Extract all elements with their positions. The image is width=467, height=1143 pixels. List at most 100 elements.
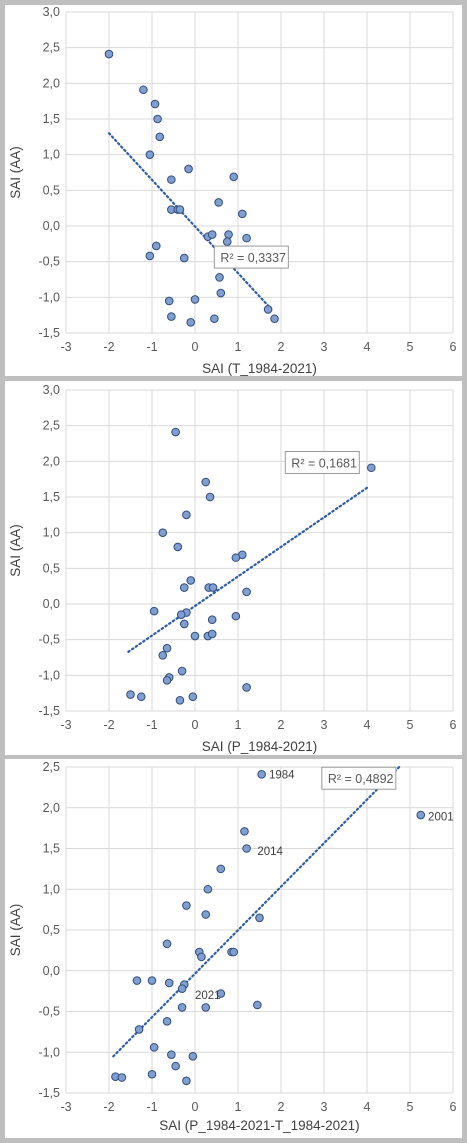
data-point: [201, 910, 211, 919]
x-tick-label: 0: [192, 340, 199, 354]
data-point: [173, 542, 183, 552]
data-point: [242, 587, 251, 597]
x-tick-label: -3: [60, 718, 71, 732]
data-point: [162, 1016, 172, 1026]
data-point: [367, 463, 376, 473]
r-squared-box: [284, 450, 360, 474]
data-point: [214, 198, 223, 207]
y-tick-label: 1,5: [43, 490, 60, 504]
x-tick-label: -2: [103, 1100, 114, 1114]
data-point: [270, 314, 279, 324]
data-point: [253, 1000, 262, 1010]
x-tick-label: 2: [278, 1100, 285, 1114]
data-point: [177, 984, 187, 993]
data-point: [145, 251, 155, 261]
y-tick-label: 0,0: [43, 964, 60, 978]
data-point: [184, 164, 193, 174]
data-point: [167, 312, 176, 321]
data-point: [177, 666, 187, 676]
x-tick-label: -3: [60, 340, 71, 354]
r-squared-label: R² = 0,4892: [328, 772, 394, 786]
y-tick-label: 1,0: [43, 882, 60, 896]
x-tick-label: -2: [103, 340, 114, 354]
x-tick-label: 0: [192, 1100, 199, 1114]
data-point: [167, 1050, 176, 1059]
y-axis-label: SAI (AA): [8, 524, 23, 577]
y-tick-label: -1,0: [38, 668, 60, 682]
data-point: [104, 49, 114, 59]
scatter-chart-1: -3 -2 -1 0 1 2 3 4 5 6 -1,5 -1,0 -0,5 0,0 0,5 1,0 1,5 2,0…: [5, 5, 462, 376]
data-point: [205, 492, 215, 502]
data-point: [182, 510, 191, 520]
data-point: [167, 175, 176, 184]
data-point: [216, 288, 226, 298]
data-point: [188, 692, 198, 702]
data-point: [229, 947, 238, 957]
x-axis-label: SAI (P_1984-2021-T_1984-2021): [159, 1118, 359, 1133]
data-point: [150, 99, 160, 109]
data-point: [179, 253, 189, 263]
data-point: [149, 1043, 159, 1052]
y-tick-label: 1,5: [43, 112, 60, 126]
data-point: [134, 1025, 144, 1034]
data-point: [164, 978, 174, 988]
x-tick-label: 5: [407, 340, 414, 354]
x-tick-label: 2: [278, 718, 285, 732]
data-point: [216, 989, 226, 998]
y-tick-label: 3,0: [43, 383, 60, 397]
data-point: [147, 976, 157, 985]
y-tick-label: -1,0: [38, 290, 60, 304]
y-tick-label: -1,5: [38, 1086, 60, 1100]
data-point: [162, 643, 172, 653]
data-point: [231, 611, 241, 621]
data-point: [263, 305, 273, 314]
x-axis-label: SAI (T_1984-2021): [202, 361, 317, 376]
x-tick-label: 4: [364, 1100, 371, 1114]
trendline: [112, 765, 401, 1058]
data-point: [145, 150, 155, 159]
data-point: [186, 576, 195, 585]
x-axis-label: SAI (P_1984-2021): [202, 739, 318, 754]
data-point: [175, 696, 185, 705]
data-point: [207, 230, 217, 239]
data-point: [175, 205, 185, 214]
x-tick-label: -1: [146, 718, 157, 732]
data-point: [242, 844, 251, 853]
data-point: [190, 295, 200, 304]
x-tick-label: 6: [450, 340, 457, 354]
data-point: [171, 1061, 180, 1071]
x-tick-label: 1: [235, 340, 242, 354]
data-point: [158, 528, 168, 537]
data-point: [188, 1052, 198, 1061]
data-point: [224, 230, 233, 239]
x-tick-label: 3: [321, 340, 328, 354]
y-tick-label: 0,0: [43, 597, 60, 611]
y-tick-label: 2,0: [43, 801, 60, 815]
data-point: [238, 209, 247, 219]
data-point: [176, 610, 186, 620]
trendline: [107, 132, 272, 310]
y-tick-label: 0,5: [43, 923, 60, 937]
y-tick-label: 2,0: [43, 454, 60, 468]
data-point: [231, 553, 241, 562]
x-tick-label: -3: [60, 1100, 71, 1114]
data-point: [182, 901, 191, 910]
x-tick-label: 3: [321, 1100, 328, 1114]
data-point: [257, 770, 266, 779]
y-tick-label: -0,5: [38, 255, 60, 269]
x-tick-label: 6: [450, 1100, 457, 1114]
y-tick-label: -1,0: [38, 1045, 60, 1059]
y-tick-label: 1,5: [43, 842, 60, 856]
y-tick-label: -1,5: [38, 704, 60, 718]
data-point: [201, 1003, 211, 1012]
data-point: [153, 114, 162, 124]
data-point: [171, 427, 180, 437]
data-point: [207, 615, 217, 624]
data-point: [147, 1069, 157, 1079]
y-axis-label: SAI (AA): [8, 146, 23, 199]
y-tick-label: 3,0: [43, 5, 60, 19]
point-annotation: 2021: [195, 990, 221, 1002]
data-point: [222, 237, 232, 246]
r-squared-box: [213, 245, 289, 269]
